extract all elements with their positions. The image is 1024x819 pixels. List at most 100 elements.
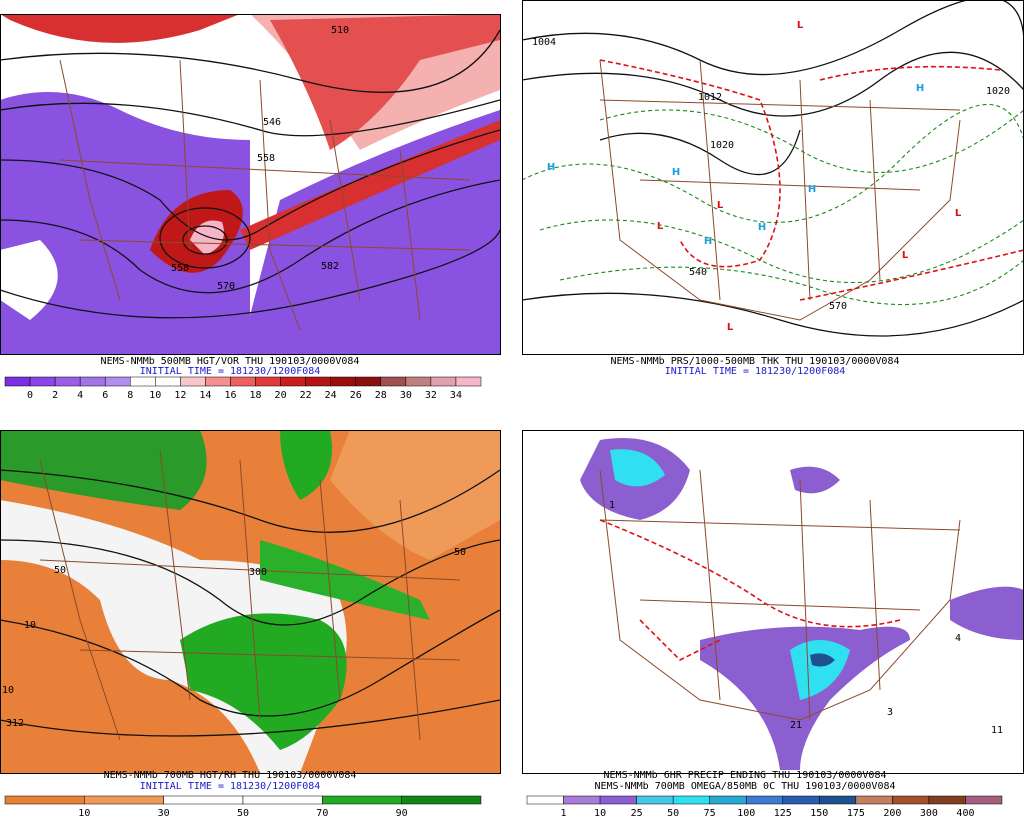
colorbar-label: 30 xyxy=(158,808,170,819)
pressure-center: H xyxy=(672,167,680,178)
color-swatch xyxy=(322,795,402,805)
contour-label: 4 xyxy=(955,633,961,644)
colorbar-label: 20 xyxy=(275,390,287,401)
pressure-center: L xyxy=(717,200,724,211)
color-swatch xyxy=(380,376,407,387)
color-swatch xyxy=(855,795,893,805)
color-swatch xyxy=(745,795,784,805)
contour-label: 510 xyxy=(331,25,349,36)
color-swatch xyxy=(155,376,181,387)
colorbar-label: 6 xyxy=(102,390,108,401)
color-swatch xyxy=(563,795,601,805)
color-swatch xyxy=(180,376,206,387)
contour-label: 10 xyxy=(2,685,14,696)
color-swatch xyxy=(104,376,131,387)
colorbar-label: 32 xyxy=(425,390,437,401)
map-precip xyxy=(522,430,1024,773)
colorbar-label: 200 xyxy=(883,808,901,819)
colorbar-label: 24 xyxy=(325,390,337,401)
contour-label: 1020 xyxy=(710,140,734,151)
color-swatch xyxy=(928,795,966,805)
colorbar-label: 70 xyxy=(316,808,328,819)
contour-label: 10 xyxy=(24,620,36,631)
colorbar-label: 125 xyxy=(774,808,792,819)
panel-caption: NEMS-NMMb 700MB OMEGA/850MB 0C THU 19010… xyxy=(594,781,895,792)
contour-label: 582 xyxy=(321,261,339,272)
color-swatch xyxy=(230,376,256,387)
colorbar-label: 14 xyxy=(199,390,211,401)
color-swatch xyxy=(401,795,482,805)
pressure-center: H xyxy=(758,222,766,233)
colorbar-label: 4 xyxy=(77,390,83,401)
color-swatch xyxy=(79,376,106,387)
color-swatch xyxy=(242,795,323,805)
color-swatch xyxy=(819,795,857,805)
contour-label: 570 xyxy=(829,301,847,312)
colorbar-label: 8 xyxy=(127,390,133,401)
colorbar-label: 10 xyxy=(78,808,90,819)
colorbar-label: 34 xyxy=(450,390,462,401)
colorbar-label: 0 xyxy=(27,390,33,401)
pressure-center: L xyxy=(797,20,804,31)
contour-label: 21 xyxy=(790,720,802,731)
color-swatch xyxy=(430,376,457,387)
panel-caption: NEMS-NMMb 6HR PRECIP ENDING THU 190103/0… xyxy=(604,770,887,781)
contour-label: 1012 xyxy=(698,92,722,103)
map-vorticity xyxy=(0,14,500,354)
panel-caption: NEMS-NMMb PRS/1000-500MB THK THU 190103/… xyxy=(611,356,900,367)
colorbar-label: 2 xyxy=(52,390,58,401)
panel-caption: NEMS-NMMb 500MB HGT/VOR THU 190103/0000V… xyxy=(101,356,360,367)
colorbar-label: 300 xyxy=(920,808,938,819)
contour-label: 50 xyxy=(54,565,66,576)
color-swatch xyxy=(54,376,81,387)
color-swatch xyxy=(355,376,382,387)
color-swatch xyxy=(405,376,432,387)
map-pressure xyxy=(522,0,1024,354)
colorbar-label: 25 xyxy=(631,808,643,819)
map-humidity xyxy=(0,430,500,773)
pressure-center: H xyxy=(808,184,816,195)
color-swatch xyxy=(29,376,56,387)
colorbar-label: 12 xyxy=(174,390,186,401)
contour-label: 546 xyxy=(263,117,281,128)
color-swatch xyxy=(205,376,231,387)
pressure-center: L xyxy=(727,322,734,333)
color-swatch xyxy=(672,795,710,805)
color-swatch xyxy=(636,795,674,805)
color-swatch xyxy=(4,376,31,387)
color-swatch xyxy=(965,795,1003,805)
map-frame xyxy=(0,430,501,774)
contour-label: 570 xyxy=(217,281,235,292)
color-swatch xyxy=(84,795,164,805)
color-swatch xyxy=(599,795,637,805)
color-swatch xyxy=(892,795,930,805)
pressure-center: H xyxy=(704,236,712,247)
panel-caption: INITIAL TIME = 181230/1200F084 xyxy=(140,781,321,792)
color-swatch xyxy=(526,795,564,805)
contour-label: 540 xyxy=(689,267,707,278)
contour-label: 1020 xyxy=(986,86,1010,97)
color-swatch xyxy=(255,376,281,387)
color-swatch xyxy=(330,376,356,387)
color-swatch xyxy=(130,376,156,387)
panel-caption: NEMS-NMMb 700MB HGT/RH THU 190103/0000V0… xyxy=(104,770,357,781)
contour-label: 558 xyxy=(171,263,189,274)
color-swatch xyxy=(163,795,244,805)
colorbar-label: 1 xyxy=(561,808,567,819)
colorbar-label: 30 xyxy=(400,390,412,401)
contour-label: 1 xyxy=(609,500,615,511)
colorbar-label: 400 xyxy=(956,808,974,819)
contour-label: 300 xyxy=(249,567,267,578)
pressure-center: L xyxy=(657,221,664,232)
contour-label: 3 xyxy=(887,707,893,718)
colorbar-label: 10 xyxy=(594,808,606,819)
contour-label: 11 xyxy=(991,725,1003,736)
contour-label: 312 xyxy=(6,718,24,729)
colorbar-label: 26 xyxy=(350,390,362,401)
pressure-center: L xyxy=(955,208,962,219)
colorbar-label: 100 xyxy=(737,808,755,819)
colorbar-label: 50 xyxy=(667,808,679,819)
colorbar-label: 16 xyxy=(224,390,236,401)
panel-caption: INITIAL TIME = 181230/1200F084 xyxy=(665,366,846,377)
